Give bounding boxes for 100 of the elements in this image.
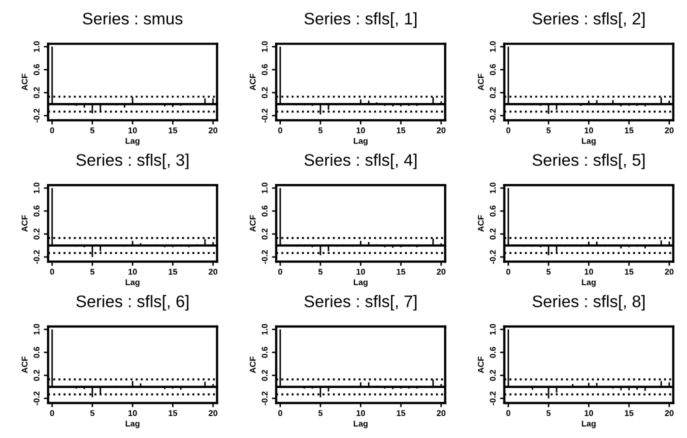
x-tick-label: 0 [506, 268, 510, 275]
x-axis-title: Lag [582, 138, 596, 146]
x-tick-label: 20 [664, 127, 674, 134]
y-tick-label: 0.2 [34, 370, 40, 381]
x-axis-title: Lag [354, 420, 368, 428]
x-tick-label: 10 [128, 410, 137, 416]
x-axis-title: Lag [126, 279, 140, 287]
x-axis-title: Lag [126, 420, 140, 428]
x-tick-label: 20 [436, 410, 446, 416]
y-tick-label: 0.2 [262, 370, 268, 381]
chart-title: Series : sfls[, 2] [532, 12, 645, 28]
x-tick-label: 0 [278, 127, 282, 134]
x-tick-label: 15 [168, 127, 178, 134]
y-tick-label: 0.6 [34, 206, 40, 216]
y-tick-label: 0.6 [262, 346, 268, 358]
chart-title: Series : sfls[, 7] [304, 295, 416, 311]
x-tick-label: 0 [50, 410, 54, 416]
y-tick-label: 1.0 [34, 41, 40, 52]
x-tick-label: 0 [278, 410, 282, 416]
x-tick-label: 15 [396, 410, 406, 416]
y-tick-label: 1.0 [490, 324, 496, 335]
x-tick-label: 15 [624, 127, 634, 134]
x-tick-label: 20 [208, 127, 218, 134]
chart-title: Series : sfls[, 6] [76, 295, 188, 311]
chart-title: Series : sfls[, 5] [532, 154, 645, 170]
y-tick-label: -0.2 [34, 392, 40, 406]
x-tick-label: 5 [90, 410, 94, 416]
x-tick-label: 5 [318, 268, 323, 275]
y-tick-label: 0.6 [34, 346, 40, 358]
x-axis-title: Lag [582, 420, 596, 428]
x-tick-label: 20 [208, 268, 218, 275]
y-tick-label: 0.6 [262, 64, 268, 76]
y-tick-label: 0.2 [490, 370, 496, 381]
chart-title: Series : smus [82, 12, 182, 25]
y-tick-label: -0.2 [490, 250, 496, 264]
y-tick-label: 1.0 [262, 182, 268, 194]
y-axis-title: ACF [22, 74, 28, 90]
y-axis-title: ACF [250, 74, 256, 90]
x-tick-label: 10 [356, 410, 365, 416]
x-tick-label: 0 [278, 268, 282, 275]
x-tick-label: 5 [90, 268, 94, 275]
y-axis-title: ACF [478, 215, 484, 232]
x-tick-label: 5 [90, 127, 94, 134]
y-tick-label: -0.2 [262, 392, 268, 406]
x-tick-label: 10 [584, 127, 594, 134]
chart-title: Series : sfls[, 1] [304, 12, 416, 28]
x-tick-label: 20 [664, 410, 674, 416]
x-tick-label: 5 [546, 268, 551, 275]
x-axis-title: Lag [354, 138, 368, 146]
y-tick-label: 0.6 [34, 64, 40, 76]
y-tick-label: 1.0 [262, 41, 268, 52]
y-tick-label: -0.2 [34, 108, 40, 122]
x-tick-label: 15 [624, 268, 634, 275]
y-tick-label: 0.2 [490, 228, 496, 240]
x-tick-label: 0 [50, 268, 54, 275]
x-tick-label: 10 [584, 410, 594, 416]
y-tick-label: 0.6 [262, 206, 268, 216]
y-tick-label: -0.2 [490, 392, 496, 406]
y-tick-label: 1.0 [262, 324, 268, 335]
x-tick-label: 5 [318, 410, 323, 416]
y-tick-label: 1.0 [490, 182, 496, 194]
x-tick-label: 15 [168, 268, 178, 275]
x-axis-title: Lag [582, 279, 596, 287]
y-tick-label: 0.2 [262, 87, 268, 98]
y-axis-title: ACF [22, 356, 28, 374]
y-tick-label: 1.0 [34, 182, 40, 194]
x-tick-label: 10 [128, 127, 137, 134]
x-tick-label: 15 [624, 410, 634, 416]
x-tick-label: 20 [436, 127, 446, 134]
y-tick-label: 0.2 [34, 87, 40, 98]
y-tick-label: 0.2 [490, 87, 496, 98]
y-tick-label: 0.6 [490, 64, 496, 76]
x-tick-label: 15 [396, 127, 406, 134]
x-tick-label: 5 [546, 410, 551, 416]
x-axis-title: Lag [126, 138, 140, 146]
chart-title: Series : sfls[, 3] [76, 154, 188, 170]
x-tick-label: 10 [128, 268, 137, 275]
chart-title: Series : sfls[, 8] [532, 295, 645, 311]
x-tick-label: 15 [168, 410, 178, 416]
y-tick-label: 1.0 [34, 324, 40, 335]
x-tick-label: 10 [584, 268, 594, 275]
x-tick-label: 10 [356, 127, 365, 134]
y-axis-title: ACF [250, 215, 256, 232]
x-tick-label: 20 [664, 268, 674, 275]
y-tick-label: 0.6 [490, 346, 496, 358]
x-tick-label: 10 [356, 268, 365, 275]
x-tick-label: 15 [396, 268, 406, 275]
x-tick-label: 0 [506, 127, 510, 134]
chart-title: Series : sfls[, 4] [304, 154, 416, 170]
y-tick-label: 0.6 [490, 206, 496, 216]
y-axis-title: ACF [22, 215, 28, 232]
y-tick-label: 0.2 [34, 228, 40, 240]
y-tick-label: 0.2 [262, 228, 268, 240]
y-axis-title: ACF [478, 356, 484, 374]
x-axis-title: Lag [354, 279, 368, 287]
y-tick-label: -0.2 [262, 108, 268, 122]
x-tick-label: 5 [318, 127, 323, 134]
x-tick-label: 0 [50, 127, 54, 134]
y-tick-label: -0.2 [34, 250, 40, 264]
y-tick-label: -0.2 [490, 108, 496, 122]
